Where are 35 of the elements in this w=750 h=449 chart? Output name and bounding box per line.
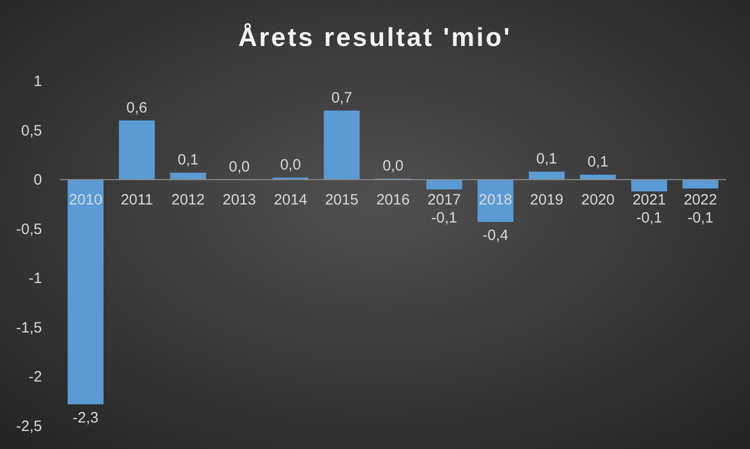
y-tick-label: 1	[34, 73, 42, 90]
y-tick-label: 0	[34, 172, 42, 189]
y-tick-label: -1	[28, 270, 42, 288]
data-label: -0,1	[687, 210, 714, 227]
x-tick-label: 2019	[530, 192, 564, 209]
data-label: 0,0	[228, 158, 250, 176]
data-label: 0,7	[331, 90, 352, 107]
x-tick-label: 2011	[120, 192, 153, 209]
x-tick-label: 2012	[171, 192, 205, 209]
data-label: -2,3	[72, 409, 99, 426]
y-tick-label: -0,5	[16, 220, 42, 238]
x-tick-label: 2014	[274, 192, 308, 209]
x-tick-label: 2021	[632, 192, 666, 209]
x-tick-label: 2010	[68, 192, 102, 209]
chart-title: Årets resultat 'mio'	[238, 22, 512, 52]
data-label: 0,0	[382, 158, 404, 175]
x-tick-label: 2015	[325, 192, 358, 209]
x-tick-label: 2017	[428, 192, 461, 209]
data-label: 0,1	[178, 152, 199, 169]
data-label: 0,1	[536, 150, 558, 168]
data-label: -0,4	[482, 226, 508, 244]
x-tick-label: 2022	[684, 192, 718, 209]
data-label: 0,1	[587, 154, 608, 171]
y-tick-label: -2	[28, 368, 42, 386]
x-tick-label: 2013	[222, 192, 256, 209]
x-tick-label: 2018	[478, 192, 512, 209]
y-tick-label: 0,5	[21, 122, 42, 140]
data-label: 0,0	[280, 156, 301, 174]
x-tick-label: 2016	[376, 192, 410, 209]
y-tick-label: -2,5	[16, 418, 42, 435]
data-label: -0,1	[431, 210, 458, 227]
x-tick-label: 2020	[581, 192, 615, 209]
y-tick-label: -1,5	[16, 319, 42, 336]
data-label: -0,1	[636, 210, 662, 227]
data-label: 0,6	[126, 99, 148, 116]
